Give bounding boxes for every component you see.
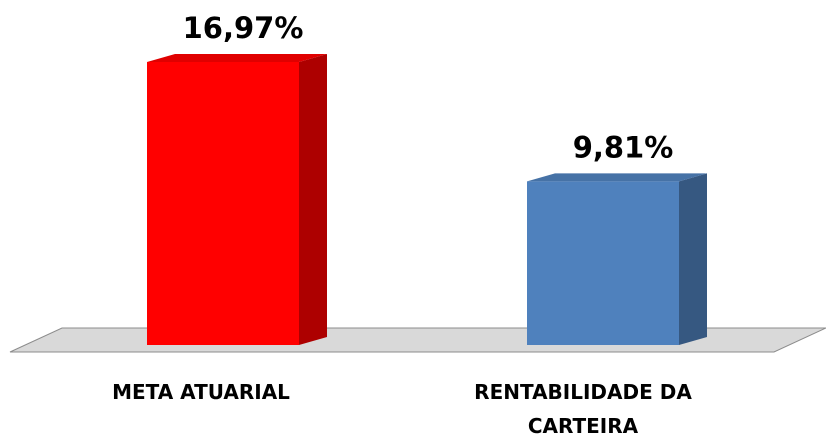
value-label: 16,97%	[183, 11, 304, 45]
bar-front	[147, 62, 299, 345]
bar	[147, 54, 327, 345]
value-label: 9,81%	[573, 130, 674, 164]
bar-front	[527, 181, 679, 345]
bar-side	[679, 173, 707, 345]
bar-top	[527, 173, 707, 182]
bar-top	[147, 54, 327, 62]
bar	[527, 173, 707, 345]
category-label: META ATUARIAL	[112, 380, 290, 404]
bar-side	[299, 54, 327, 345]
category-label: RENTABILIDADE DA CARTEIRA	[474, 380, 692, 438]
